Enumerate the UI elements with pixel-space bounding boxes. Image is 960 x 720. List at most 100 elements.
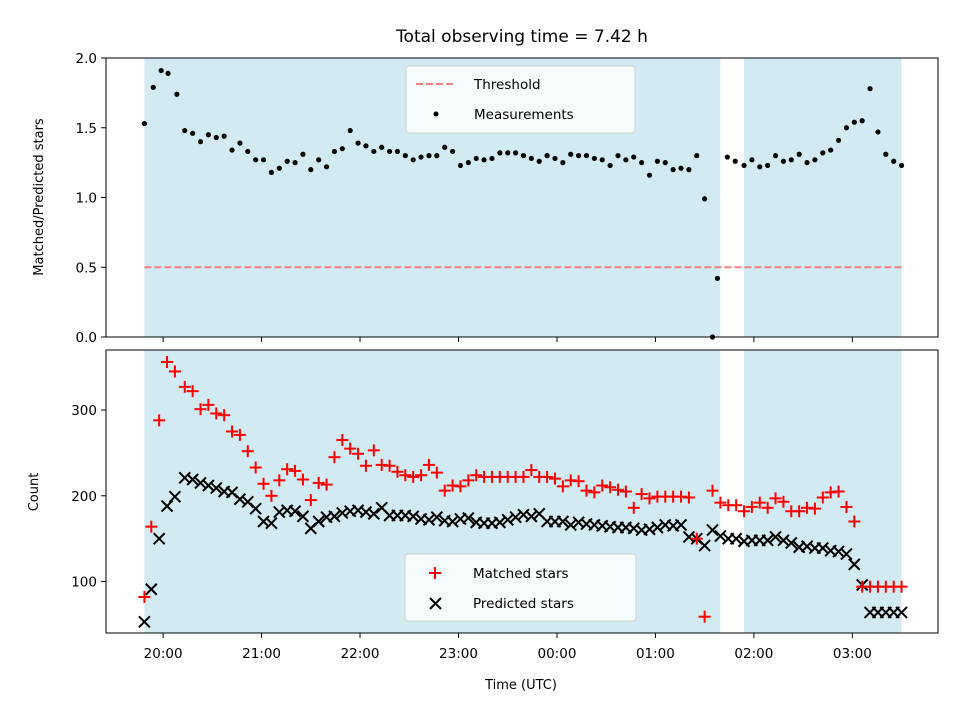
measurement-point	[497, 150, 503, 156]
matched-star-point	[430, 466, 443, 479]
matched-star-point	[359, 459, 372, 472]
measurement-point	[339, 146, 345, 152]
measurement-point	[158, 67, 164, 74]
measurement-point	[639, 160, 645, 166]
predicted-star-point	[501, 513, 514, 527]
measurement-point	[245, 148, 251, 155]
measurement-point	[757, 164, 763, 170]
matched-star-point	[619, 485, 632, 498]
predicted-star-point	[210, 481, 223, 495]
predicted-star-point	[493, 516, 507, 529]
predicted-star-point	[462, 511, 475, 525]
measurement-point	[268, 169, 275, 175]
y-tick-label: 100	[71, 575, 97, 591]
measurement-point	[394, 148, 401, 155]
measurement-point	[607, 162, 613, 169]
measurement-point	[780, 158, 787, 164]
x-tick-label: 20:00	[144, 646, 183, 662]
matched-star-point	[462, 474, 475, 487]
y-tick-label: 0.5	[76, 260, 97, 276]
measurement-point	[465, 160, 471, 166]
bottom-panel: 100 200 300 20:00 21:00 22:00 23:00 00:00 01:00…	[27, 349, 939, 693]
matched-star-point	[336, 434, 349, 447]
bottom-axes-frame	[105, 349, 939, 634]
measurement-point	[591, 155, 597, 162]
matched-star-point	[226, 425, 239, 438]
predicted-star-point	[832, 545, 845, 558]
measurement-point	[331, 148, 338, 155]
matched-star-point	[714, 496, 727, 509]
matched-star-point	[832, 485, 845, 498]
bottom-legend-box	[404, 553, 637, 622]
measurement-point	[702, 196, 708, 202]
predicted-star-point	[706, 523, 719, 537]
measurement-point	[434, 153, 440, 159]
y-tick-label: 300	[71, 403, 97, 419]
bottom-legend: Matched stars Predicted stars	[404, 553, 637, 622]
predicted-star-point	[202, 479, 215, 492]
top-panel: 0.0 0.5 1.0 1.5 2.0 Total observing time = 7…	[32, 27, 939, 346]
measurement-point	[505, 150, 511, 156]
measurement-point	[828, 147, 834, 153]
matched-star-point	[612, 483, 624, 496]
top-x-ticks	[162, 337, 853, 342]
measurement-point	[276, 165, 282, 171]
predicted-star-point	[296, 510, 310, 523]
matched-star-point	[627, 501, 640, 514]
x-tick-label: 00:00	[538, 646, 577, 662]
top-plot-area	[141, 67, 905, 340]
predicted-star-point	[145, 583, 158, 596]
matched-star-point	[383, 459, 396, 472]
measurement-point	[355, 140, 361, 146]
measurement-point	[796, 151, 802, 157]
predicted-star-point	[265, 517, 278, 530]
top-y-ticks: 0.0 0.5 1.0 1.5 2.0	[76, 51, 106, 346]
measurement-point	[788, 157, 794, 163]
measurement-point	[599, 157, 605, 163]
measurement-point	[898, 162, 905, 169]
top-y-axis-label: Matched/Predicted stars	[32, 118, 47, 276]
matched-star-point	[273, 474, 286, 487]
matched-star-point	[840, 500, 853, 513]
predicted-star-point	[446, 515, 459, 528]
top-legend-box	[405, 65, 636, 134]
matched-star-point	[344, 442, 357, 455]
matched-star-point	[210, 407, 223, 420]
measurement-point	[513, 150, 519, 156]
matched-star-point	[312, 476, 325, 489]
matched-star-point	[194, 403, 207, 416]
measurement-point	[489, 155, 495, 162]
matched-star-point	[145, 520, 158, 533]
matched-star-point	[604, 481, 617, 494]
measurement-point	[386, 148, 393, 155]
predicted-star-point	[233, 493, 247, 506]
matched-star-point	[816, 491, 829, 504]
measurement-point	[615, 153, 621, 159]
matched-star-point	[793, 505, 806, 518]
x-axis-label: Time (UTC)	[484, 678, 557, 693]
matched-star-point	[265, 489, 278, 502]
measurement-point	[473, 155, 479, 162]
measurement-point	[544, 153, 550, 159]
matched-star-point	[233, 428, 246, 441]
measurement-point	[670, 167, 676, 173]
measurement-point	[536, 158, 542, 164]
measurement-point	[260, 157, 267, 163]
measurement-point	[308, 167, 314, 173]
matched-star-point	[643, 492, 656, 505]
measurement-point	[646, 172, 653, 178]
predicted-star-point	[816, 541, 830, 555]
matched-star-point	[168, 365, 181, 378]
measurement-point	[694, 153, 700, 159]
measurements-legend-label: Measurements	[474, 107, 574, 123]
matched-star-point	[320, 478, 333, 491]
top-legend: Threshold Measurements	[405, 65, 636, 134]
measurement-point	[724, 154, 730, 160]
measurement-point	[379, 144, 385, 150]
measurement-point	[418, 154, 424, 160]
matched-star-point	[580, 484, 593, 497]
measurement-point	[765, 162, 771, 169]
measurement-point	[150, 84, 156, 90]
measurement-point	[182, 127, 188, 134]
